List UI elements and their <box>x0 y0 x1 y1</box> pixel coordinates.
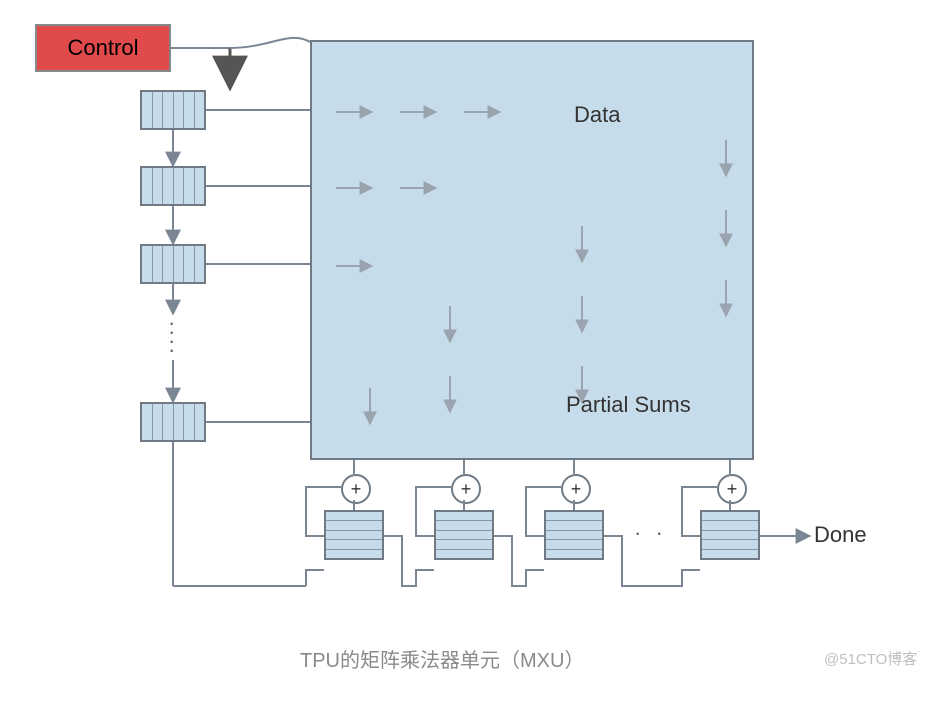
wiring-layer <box>0 0 928 716</box>
diagram-canvas: Control Data Partial Sums ···· + + + · ·… <box>0 0 928 716</box>
